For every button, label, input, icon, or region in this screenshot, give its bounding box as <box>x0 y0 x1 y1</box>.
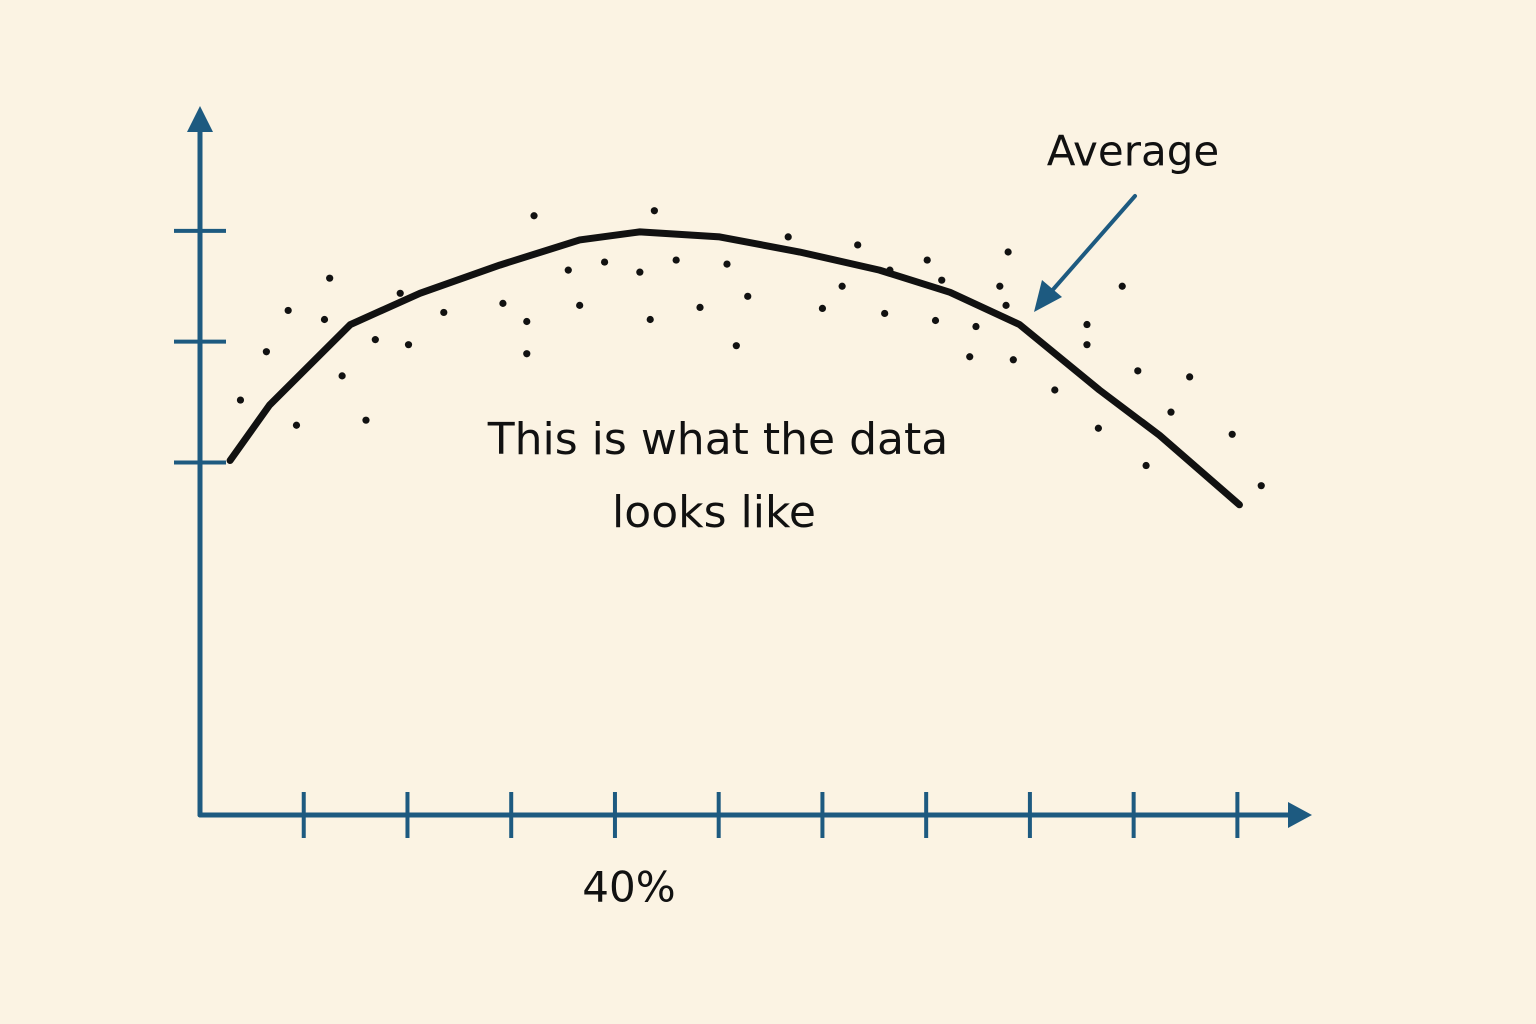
data-point <box>440 308 448 317</box>
data-point <box>600 258 609 266</box>
data-point <box>1094 424 1102 432</box>
data-point <box>1083 341 1091 349</box>
data-point <box>744 292 752 300</box>
data-point <box>396 289 404 297</box>
data-point <box>696 303 704 311</box>
data-point <box>838 282 846 290</box>
data-point <box>338 372 346 380</box>
data-point <box>320 315 329 324</box>
data-point <box>262 348 270 356</box>
data-point <box>371 336 379 344</box>
data-point <box>923 256 931 264</box>
data-point <box>881 309 889 318</box>
data-point <box>1186 373 1194 381</box>
x-tick-label: 40% <box>582 863 675 912</box>
data-point <box>1009 356 1017 364</box>
data-point <box>1142 461 1150 470</box>
data-point <box>646 315 654 324</box>
data-point <box>723 260 731 268</box>
data-point <box>284 306 292 315</box>
data-point <box>972 322 980 331</box>
data-point <box>672 256 680 264</box>
data-point <box>1118 282 1126 290</box>
data-point <box>564 266 572 274</box>
data-point <box>1083 320 1091 329</box>
annotation-arrow <box>1048 194 1137 295</box>
data-point <box>938 276 946 284</box>
data-point <box>650 207 658 215</box>
data-point <box>404 341 413 349</box>
x-axis-arrow <box>1288 802 1312 828</box>
data-point <box>784 233 792 241</box>
data-point <box>732 342 740 350</box>
data-point <box>326 274 334 282</box>
average-line <box>226 228 1243 509</box>
data-point <box>362 416 370 424</box>
data-point <box>236 396 245 404</box>
data-point <box>966 353 974 361</box>
data-point <box>636 268 644 276</box>
note-line: This is what the data <box>487 414 948 465</box>
data-point <box>818 304 827 313</box>
data-point <box>1004 248 1012 256</box>
data-point <box>499 299 507 307</box>
data-point <box>1228 430 1236 438</box>
data-point <box>854 241 862 249</box>
data-point <box>1002 301 1010 309</box>
average-label: Average <box>1047 127 1219 176</box>
data-point <box>1134 367 1142 375</box>
data-point <box>931 316 940 325</box>
data-point <box>1051 386 1059 394</box>
data-point <box>1257 482 1265 490</box>
y-axis-arrow <box>187 106 213 132</box>
data-point <box>523 350 531 358</box>
data-point <box>523 317 531 326</box>
data-point <box>996 282 1004 290</box>
annotation-arrowhead <box>1034 280 1062 312</box>
data-point <box>530 212 538 220</box>
data-point <box>1167 408 1175 416</box>
data-point <box>292 421 301 429</box>
data-point <box>576 301 584 309</box>
note-line: looks like <box>612 487 816 538</box>
